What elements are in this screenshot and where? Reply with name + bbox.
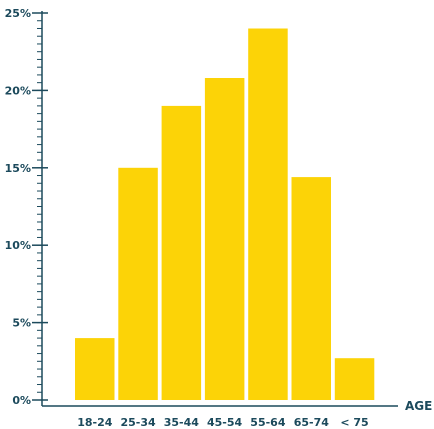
y-tick-label: 10% bbox=[5, 239, 31, 252]
x-tick-label: 65-74 bbox=[294, 416, 330, 429]
y-tick-label: 20% bbox=[5, 84, 31, 97]
bar-25-34 bbox=[118, 168, 158, 400]
x-tick-label: 55-64 bbox=[250, 416, 286, 429]
x-tick-label: 45-54 bbox=[207, 416, 243, 429]
x-tick-label: 35-44 bbox=[164, 416, 200, 429]
bar-45-54 bbox=[205, 78, 245, 400]
bar-55-64 bbox=[248, 29, 288, 401]
y-tick-label: 25% bbox=[5, 7, 31, 20]
bar--75 bbox=[335, 358, 375, 400]
y-tick-label: 15% bbox=[5, 162, 31, 175]
bars bbox=[75, 29, 374, 401]
x-axis-title: AGE bbox=[405, 399, 432, 413]
x-tick-label: < 75 bbox=[340, 416, 368, 429]
x-axis: 18-24 25-34 35-44 45-54 55-64 65-74 < 75 bbox=[42, 406, 398, 429]
x-tick-label: 25-34 bbox=[121, 416, 157, 429]
x-tick-label: 18-24 bbox=[77, 416, 113, 429]
y-tick-label: 0% bbox=[12, 394, 31, 407]
y-axis: 0% 5% 10% 15% 20% 25% bbox=[5, 7, 48, 407]
y-tick-label: 5% bbox=[12, 317, 31, 330]
bar-35-44 bbox=[162, 106, 202, 400]
bar-18-24 bbox=[75, 338, 115, 400]
bar-65-74 bbox=[292, 177, 332, 400]
